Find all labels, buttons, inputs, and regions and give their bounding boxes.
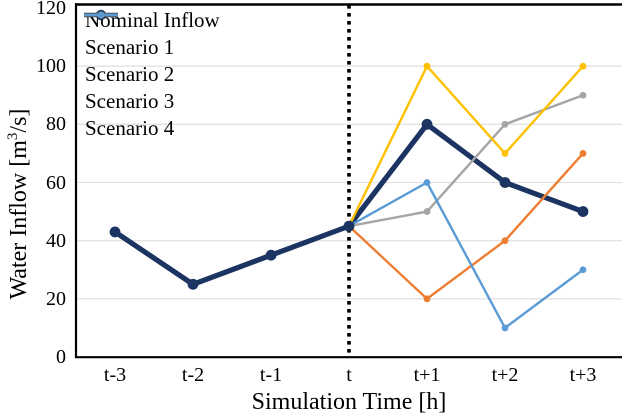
x-axis-title: Simulation Time [h] [251, 389, 447, 415]
y-tick-label: 60 [46, 171, 66, 194]
series-line-nominal-inflow [112, 120, 586, 288]
legend-label: Scenario 1 [85, 35, 175, 59]
y-tick-label: 40 [46, 229, 66, 252]
y-axis-title-text: Water Inflow [m [6, 140, 32, 300]
data-point-marker [501, 324, 509, 332]
data-point-marker [187, 278, 199, 290]
data-point-marker [501, 120, 509, 128]
x-tick-label: t+2 [491, 364, 519, 386]
series-line-scenario-4 [347, 180, 585, 330]
x-tick-label: t+3 [569, 364, 597, 386]
data-point-marker [579, 150, 587, 157]
legend-label: Scenario 2 [85, 62, 175, 86]
legend-item-scenario-1: Scenario 1 [83, 11, 220, 61]
data-point-marker [343, 220, 355, 232]
x-tick-label: t-3 [103, 364, 127, 386]
data-point-marker [423, 208, 431, 215]
data-point-marker [109, 226, 121, 238]
data-point-marker [423, 62, 431, 70]
y-axis-title: Water Inflow [m3/s] [5, 109, 32, 300]
x-tick-label: t-1 [259, 364, 283, 386]
data-point-marker [421, 118, 433, 130]
data-point-marker [423, 295, 431, 303]
data-point-marker [423, 179, 431, 186]
legend-item-scenario-3: Scenario 3 [83, 11, 220, 115]
y-tick-label: 20 [46, 287, 66, 310]
data-point-marker [499, 177, 511, 188]
data-point-marker [265, 249, 277, 261]
data-point-marker [501, 150, 509, 157]
y-tick-label: 0 [56, 346, 66, 368]
legend-label: Scenario 4 [85, 116, 175, 140]
data-point-marker [577, 206, 589, 217]
legend-marker-icon [84, 11, 118, 19]
data-point-marker [579, 266, 587, 274]
y-tick-label: 120 [36, 0, 66, 19]
legend: Nominal Inflow Scenario 1 Scenario 2 Scenar… [83, 7, 220, 142]
legend-label: Scenario 3 [85, 89, 175, 113]
legend-item-scenario-2: Scenario 2 [83, 11, 220, 88]
y-tick-label: 80 [46, 113, 66, 136]
x-tick-label: t [346, 364, 352, 386]
legend-item-scenario-4: Scenario 4 [83, 11, 220, 142]
data-point-marker [579, 62, 587, 70]
data-point-marker [579, 91, 587, 99]
x-tick-label: t+1 [413, 364, 441, 386]
series-line-scenario-1 [347, 152, 585, 301]
y-tick-label: 100 [36, 55, 66, 78]
x-tick-label: t-2 [181, 364, 205, 386]
legend-label: Nominal Inflow [85, 8, 220, 32]
series-line-scenario-3 [347, 64, 585, 228]
data-point-marker [501, 237, 509, 245]
